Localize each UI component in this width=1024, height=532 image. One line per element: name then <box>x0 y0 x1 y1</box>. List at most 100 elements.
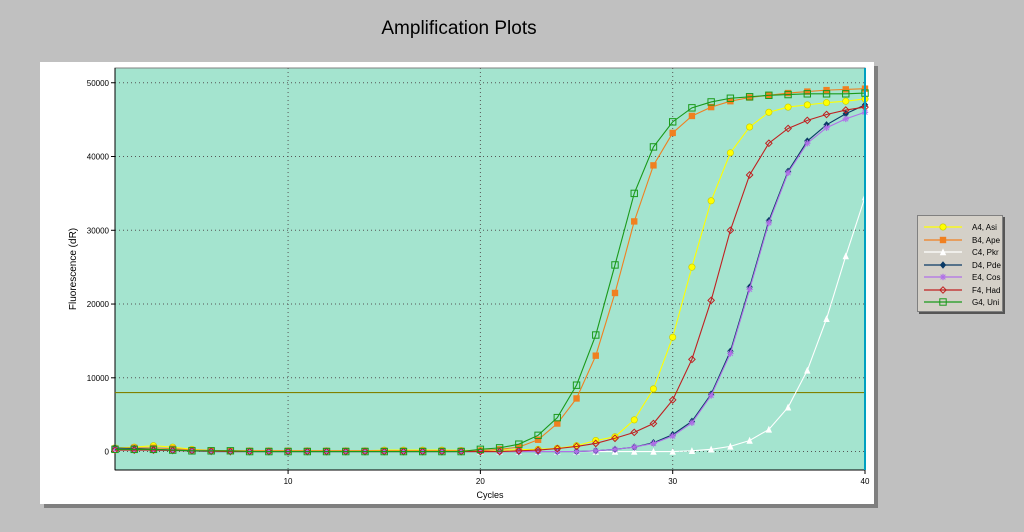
data-point <box>746 94 753 101</box>
data-point <box>822 110 831 119</box>
chart-title: Amplification Plots <box>381 18 537 39</box>
x-tick-label: 40 <box>861 477 870 486</box>
data-point <box>707 98 715 106</box>
data-point <box>804 140 811 147</box>
data-point <box>688 447 696 455</box>
legend-label: D4, Pde <box>972 260 1001 270</box>
star-stroke <box>766 220 772 226</box>
data-point <box>495 447 504 456</box>
star-stroke <box>612 446 618 453</box>
data-point <box>707 392 715 399</box>
data-point <box>727 350 734 357</box>
data-point <box>842 86 849 93</box>
data-point <box>765 91 773 99</box>
data-point <box>534 431 542 440</box>
data-point <box>784 90 792 99</box>
data-point <box>534 436 542 443</box>
legend-item: B4, Ape <box>918 234 1002 247</box>
data-point <box>669 129 676 137</box>
data-point <box>226 447 235 455</box>
data-point <box>765 108 773 116</box>
data-point <box>803 90 812 98</box>
star-stroke <box>727 350 734 357</box>
legend-label: F4, Had <box>972 285 1001 295</box>
data-point <box>669 333 677 341</box>
data-point <box>457 447 465 456</box>
data-point <box>688 355 696 364</box>
data-point <box>495 444 504 452</box>
data-point <box>476 445 485 454</box>
data-point <box>707 445 715 453</box>
data-point <box>765 219 773 227</box>
data-point <box>380 447 388 456</box>
data-point <box>726 94 735 102</box>
data-point <box>592 352 599 359</box>
data-point <box>649 419 658 428</box>
data-point <box>823 315 830 322</box>
data-point <box>650 447 657 455</box>
data-point <box>842 97 850 105</box>
data-point <box>688 112 696 120</box>
data-point <box>322 447 331 456</box>
legend-item: C4, Pkr <box>918 246 1002 259</box>
star-stroke <box>650 440 657 447</box>
data-point <box>688 263 696 271</box>
legend-swatch <box>924 248 962 256</box>
legend-label: E4, Cos <box>972 273 1001 282</box>
plot-area <box>114 67 866 471</box>
legend-label: C4, Pkr <box>972 248 999 257</box>
data-point <box>611 261 619 269</box>
data-point <box>361 447 369 456</box>
data-point <box>746 286 753 293</box>
data-point <box>726 149 734 157</box>
data-point <box>649 143 658 151</box>
data-point <box>631 447 638 455</box>
y-tick-label: 10000 <box>87 374 110 383</box>
legend-item: G4, Uni <box>918 296 1002 309</box>
data-point <box>764 139 773 148</box>
data-point <box>745 93 754 101</box>
legend-label: B4, Ape <box>972 235 1001 245</box>
x-tick-label: 30 <box>668 477 677 486</box>
y-tick-label: 40000 <box>87 153 110 162</box>
data-point <box>842 252 849 260</box>
data-point <box>842 90 850 98</box>
data-point <box>111 445 119 454</box>
star-stroke <box>823 124 830 131</box>
y-tick-label: 0 <box>105 448 110 457</box>
data-point <box>284 447 292 456</box>
data-point <box>303 447 312 456</box>
x-tick-label: 20 <box>476 477 485 486</box>
y-tick-label: 30000 <box>87 226 110 235</box>
data-point <box>688 419 696 426</box>
series-line <box>115 92 866 453</box>
data-point <box>669 432 676 440</box>
legend-item: E4, Cos <box>918 271 1002 284</box>
legend-swatch <box>924 236 962 243</box>
star-stroke <box>516 448 522 455</box>
data-point <box>515 440 523 448</box>
star-stroke <box>746 286 753 293</box>
data-point <box>688 104 696 112</box>
data-point <box>669 447 676 455</box>
data-point <box>572 381 581 389</box>
data-point <box>168 446 177 454</box>
data-point <box>784 403 792 411</box>
data-point <box>746 436 753 444</box>
star-stroke <box>669 433 676 439</box>
star-stroke <box>804 140 811 146</box>
data-point <box>803 116 812 125</box>
data-point <box>803 101 811 109</box>
data-point <box>572 442 581 451</box>
legend-swatch <box>924 223 962 231</box>
data-point <box>399 447 408 456</box>
data-point <box>207 447 215 455</box>
data-point <box>746 123 754 131</box>
data-point <box>591 439 600 448</box>
data-point <box>784 169 792 176</box>
star-stroke <box>689 420 695 426</box>
x-axis-label: Cycles <box>476 490 504 500</box>
y-axis-label: Fluorescence (dR) <box>68 228 79 310</box>
star-stroke <box>785 169 791 176</box>
legend-marker <box>939 236 947 243</box>
